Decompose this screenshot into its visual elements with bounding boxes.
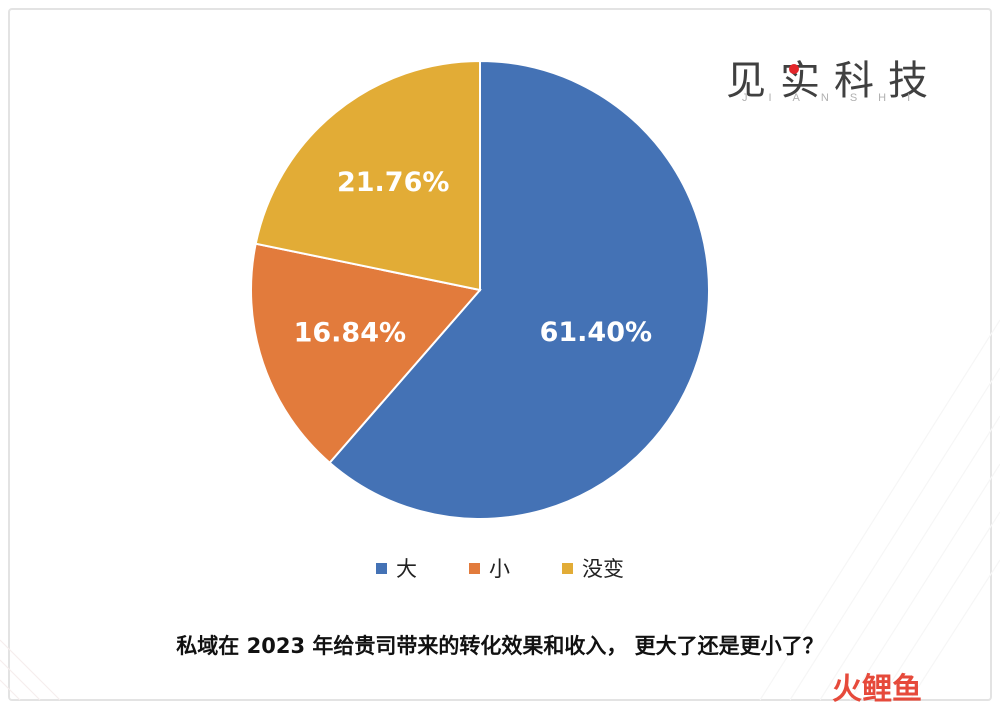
- legend-label-da: 大: [396, 557, 417, 581]
- chart-legend: 大 小 没变: [0, 553, 1000, 583]
- chart-caption: 私域在 2023 年给贵司带来的转化效果和收入， 更大了还是更小了？: [176, 634, 824, 658]
- legend-item-meibian: 没变: [562, 553, 624, 583]
- slice-xiao: [250, 242, 482, 465]
- legend-swatch-meibian: [562, 562, 573, 574]
- slice-da: [328, 59, 710, 520]
- brand-subtitle: JIANSHI: [742, 92, 932, 104]
- data-label-xiao: 16.84%: [294, 317, 406, 348]
- legend-item-xiao: 小: [469, 553, 510, 583]
- legend-label-meibian: 没变: [582, 557, 624, 581]
- brand-dot-icon: [789, 64, 799, 74]
- brand-title: 见实科技: [726, 58, 942, 104]
- legend-swatch-da: [376, 562, 387, 574]
- slice-meibian: [254, 59, 481, 292]
- watermark-logo: 火鲤鱼: [832, 672, 922, 707]
- legend-item-da: 大: [376, 553, 417, 583]
- legend-swatch-xiao: [469, 562, 480, 574]
- data-label-meibian: 21.76%: [337, 167, 449, 198]
- legend-label-xiao: 小: [489, 557, 510, 581]
- data-label-da: 61.40%: [540, 317, 652, 348]
